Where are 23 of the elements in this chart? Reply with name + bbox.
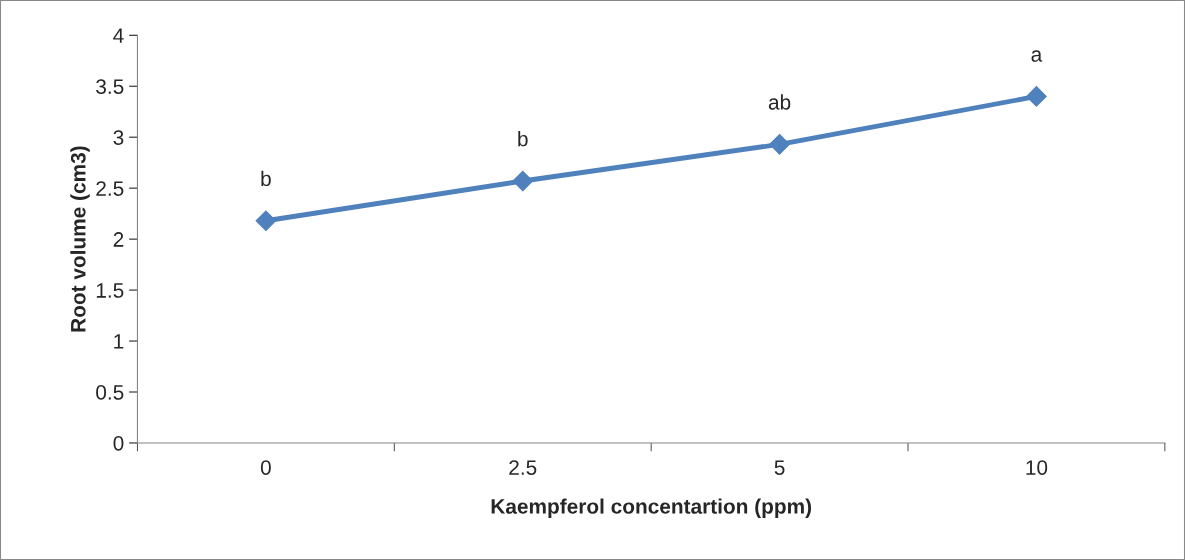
point [1026, 86, 1047, 107]
annotation: b [261, 170, 271, 187]
y-tick-label: 4 [113, 28, 124, 43]
x-axis-title: Kaempferol concentartion (ppm) [491, 498, 812, 518]
y-tick-label: 0 [113, 435, 124, 451]
annotation: ab [768, 94, 791, 110]
x-tick-label: 0 [260, 460, 271, 475]
point [769, 133, 790, 155]
x-tick-label: 2.5 [509, 460, 537, 475]
x-tick-label: 10 [1026, 460, 1048, 475]
x-tick-label: 5 [774, 460, 785, 475]
y-tick-label: 3.5 [96, 79, 124, 94]
y-tick-label: 0.5 [96, 385, 124, 400]
y-axis-title: Root volume (cm3) [70, 146, 90, 332]
y-tick-label: 2.5 [96, 181, 124, 196]
y-tick-label: 1.5 [96, 283, 124, 298]
y-tick-label: 2 [113, 232, 124, 247]
point [255, 210, 277, 232]
y-tick-label: 1 [114, 334, 124, 349]
annotation: a [1031, 50, 1043, 62]
y-tick-label: 3 [113, 130, 124, 145]
point [512, 170, 534, 192]
annotation: b [518, 131, 528, 147]
